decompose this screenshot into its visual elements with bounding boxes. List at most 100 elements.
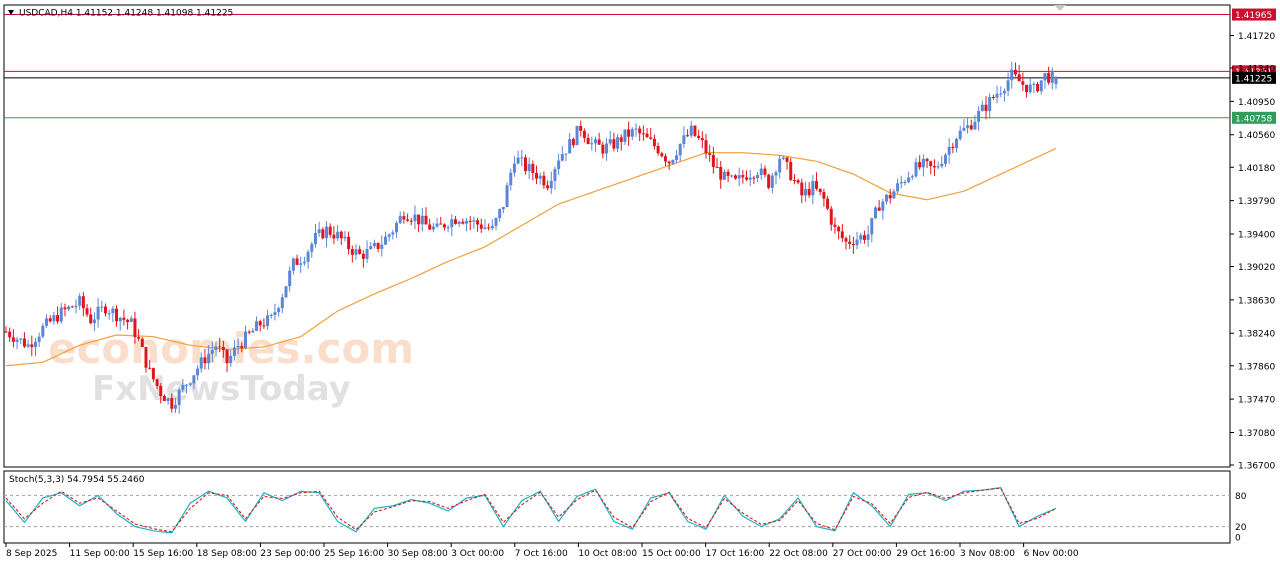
candle-body <box>126 319 130 322</box>
candle-body <box>148 367 152 369</box>
candle <box>855 231 859 250</box>
candle-body <box>704 140 708 154</box>
price-tick-label: 1.37080 <box>1238 429 1275 439</box>
candle <box>126 318 130 330</box>
candle <box>848 235 852 250</box>
candle-body <box>1006 80 1010 91</box>
time-tick-label: 27 Oct 00:00 <box>833 549 892 559</box>
candle-body <box>531 163 535 173</box>
candle <box>656 142 660 156</box>
candle-body <box>988 96 992 112</box>
candle-body <box>26 344 30 347</box>
axes: 1.41720 1.41340 1.40950 1.40560 1.40180 1.397… <box>5 32 1275 559</box>
candle-body <box>881 201 885 211</box>
candle <box>516 150 520 165</box>
candle-body <box>317 229 321 233</box>
collapse-triangle-icon[interactable] <box>8 10 14 15</box>
candle <box>453 215 457 225</box>
candle-body <box>803 189 807 196</box>
candle <box>899 175 903 189</box>
time-tick-label: 6 Nov 00:00 <box>1024 549 1079 559</box>
candle <box>387 233 391 242</box>
candle <box>457 220 461 228</box>
candle-body <box>133 318 137 338</box>
scroll-shift-icon[interactable] <box>1054 5 1066 11</box>
candle-body <box>372 242 376 247</box>
candle-body <box>269 315 273 317</box>
candle-body <box>991 96 995 98</box>
candle <box>921 154 925 177</box>
candle-body <box>236 345 240 348</box>
candle <box>512 156 516 177</box>
candle-body <box>218 346 222 348</box>
candle-body <box>468 220 472 222</box>
candle-body <box>240 345 244 348</box>
candle-body <box>984 104 988 112</box>
candle-body <box>406 219 410 221</box>
candle-body <box>476 220 480 225</box>
candle-body <box>759 168 763 176</box>
candle <box>483 219 487 230</box>
candle <box>81 292 85 317</box>
candle <box>870 217 874 243</box>
candle-body <box>313 232 317 245</box>
candle-body <box>185 384 189 386</box>
candle <box>770 172 774 194</box>
candle <box>428 218 432 231</box>
candle-body <box>778 158 782 173</box>
candle-body <box>1013 69 1017 75</box>
candle-body <box>859 235 863 240</box>
candle-body <box>907 177 911 183</box>
candle <box>251 327 255 333</box>
candle-body <box>623 129 627 142</box>
candle <box>137 328 141 341</box>
candle-body <box>22 338 26 347</box>
candle-body <box>918 162 922 168</box>
candle <box>358 245 362 255</box>
candle-body <box>291 258 295 271</box>
candle <box>667 160 671 170</box>
candle <box>859 232 863 244</box>
candle <box>181 379 185 393</box>
candle-body <box>888 194 892 199</box>
candle-body <box>70 306 74 308</box>
candle <box>730 174 734 178</box>
candle-body <box>538 175 542 179</box>
candle <box>796 178 800 185</box>
candle-body <box>398 216 402 224</box>
candle-body <box>789 161 793 181</box>
candle <box>969 119 973 131</box>
candle <box>26 339 30 349</box>
candle-body <box>663 156 667 162</box>
candle-body <box>243 331 247 348</box>
candle-body <box>660 153 664 157</box>
candle-body <box>479 224 483 229</box>
candle <box>442 223 446 231</box>
candle-body <box>586 137 590 145</box>
candle <box>435 217 439 228</box>
candle <box>450 214 454 237</box>
candle-body <box>417 214 421 225</box>
time-tick-label: 25 Sep 16:00 <box>324 549 384 559</box>
candle-body <box>74 305 78 308</box>
candle-body <box>837 226 841 232</box>
stoch-level-label: 80 <box>1235 492 1247 502</box>
candle <box>689 120 693 138</box>
candle <box>752 175 756 184</box>
candle-body <box>262 325 266 327</box>
candle-body <box>266 315 270 327</box>
candle-body <box>656 146 660 154</box>
candle-body <box>903 182 907 184</box>
candle <box>258 319 262 332</box>
symbol-info: USDCAD,H4 1.41152 1.41248 1.41098 1.4122… <box>19 9 233 19</box>
candle-body <box>446 227 450 229</box>
candle <box>844 236 848 250</box>
candle-body <box>321 229 325 239</box>
candle <box>8 327 12 343</box>
candle-body <box>892 191 896 199</box>
candle <box>185 384 189 394</box>
candle <box>792 173 796 185</box>
candle-body <box>877 207 881 211</box>
